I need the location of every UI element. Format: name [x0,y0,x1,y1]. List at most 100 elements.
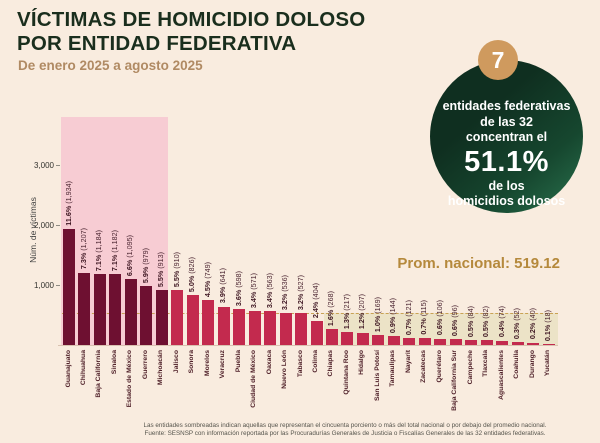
bar-jalisco [171,290,184,345]
bar-value-label: 2.4% (404) [311,282,321,318]
bar-san-luis-potos- [372,334,385,345]
highlight-circle-text: entidades federativas de las 32 concentr… [430,99,583,210]
bar-value-label: 7.3% (1,207) [78,228,88,270]
bar-value-label: 4.5% (749) [202,261,212,298]
x-axis-tick-label: Campeche [466,350,474,385]
highlight-line-2: de las 32 [480,114,533,129]
x-axis-tick-label: Aguascalientes [497,350,505,400]
bar-value-label: 0.4% (74) [496,306,506,338]
bar-michoac-n [155,290,168,345]
bar-value-label: 1.0% (169) [372,296,382,332]
x-axis-tick-label: Nuevo León [281,350,289,389]
bar-quintana-roo [341,331,354,345]
x-axis-tick-label: Baja California Sur [451,350,459,411]
page-title: VÍCTIMAS DE HOMICIDIO DOLOSO POR ENTIDAD … [17,8,365,55]
bar-value-label: 5.9% (979) [140,248,150,284]
highlight-line-5: homicidios dolosos [447,194,566,208]
bar-value-label: 5.0% (826) [187,257,197,293]
x-axis-tick-label: Yucatán [544,350,552,377]
page-title-line1: VÍCTIMAS DE HOMICIDIO DOLOSO [17,8,366,31]
bar-ciudad-de-m-xico [248,310,261,345]
highlight-line-1: entidades federativas [442,99,571,113]
bar-value-label: 3.4% (563) [264,273,274,309]
x-axis-tick-label: Chiapas [327,350,335,377]
bar-oaxaca [264,311,277,345]
bar-value-label: 0.7% (121) [403,299,413,335]
bar-puebla [233,309,246,345]
bar-hidalgo [356,332,369,345]
y-axis-tick-label: 2,000 [33,220,54,230]
x-axis-tick-label: Querétaro [435,350,443,383]
x-axis-line [58,345,558,346]
highlight-circle: entidades federativas de las 32 concentr… [430,60,583,213]
bar-tamaulipas [387,336,400,345]
x-axis-tick-label: Morelos [203,350,211,377]
bar-value-label: 0.9% (144) [388,298,398,334]
y-axis-tick-mark [56,165,60,166]
x-axis-tick-label: San Luis Potosí [373,350,381,401]
x-axis-tick-label: Veracruz [219,350,227,379]
bar-value-label: 0.6% (96) [450,305,460,337]
bar-durango [527,342,540,345]
bar-value-label: 0.3% (52) [512,307,522,339]
x-axis-tick-label: Quintana Roo [342,350,350,395]
bar-morelos [202,300,215,345]
bar-value-label: 3.2% (527) [295,275,305,311]
x-axis-tick-label: Baja California [95,350,103,398]
footnote-shading: Las entidades sombreadas indican aquella… [143,422,547,429]
bar-yucat-n [542,343,555,345]
x-axis-tick-label: Coahuila [513,350,521,379]
highlight-percentage-value: 51.1% [464,145,549,178]
bar-tabasco [295,313,308,345]
y-axis-tick-mark [56,285,60,286]
bar-sinaloa [109,274,122,345]
bar-value-label: 1.2% (207) [357,294,367,330]
bar-value-label: 5.5% (913) [156,252,166,288]
bar-value-label: 0.5% (82) [481,305,491,338]
bar-colima [310,320,323,345]
y-axis-label: Núm. de víctimas [28,197,38,263]
x-axis-tick-label: Ciudad de México [250,350,258,408]
x-axis-tick-label: Sonora [188,350,196,374]
x-axis-tick-label: Puebla [234,350,242,373]
count-badge: 7 [478,40,518,80]
bar-zacatecas [418,338,431,345]
x-axis-tick-label: Nayarit [404,350,412,374]
bar-value-label: 3.6% (598) [233,270,243,307]
x-axis-tick-label: Michoacán [157,350,165,386]
x-axis-tick-label: Tabasco [296,350,304,378]
y-axis-tick-label: 1,000 [33,280,54,290]
bar-aguascalientes [496,340,509,345]
bar-value-label: 3.9% (641) [218,268,228,304]
bar-chihuahua [78,272,91,345]
bar-tlaxcala [480,340,493,345]
x-axis-tick-label: Durango [528,350,536,378]
bar-guanajuato [63,228,75,345]
x-axis-tick-label: Guerrero [141,350,149,380]
bar-baja-california-sur [449,339,462,345]
bar-veracruz [217,306,230,345]
bar-value-label: 0.2% (40) [527,308,537,340]
bar-baja-california [93,273,106,345]
bar-quer-taro [434,338,447,345]
footer: Las entidades sombreadas indican aquella… [90,422,600,437]
x-axis-tick-label: Chihuahua [79,350,87,386]
x-axis-tick-label: Zacatecas [420,350,428,383]
bar-value-label: 0.5% (84) [465,305,475,337]
x-axis-tick-label: Oaxaca [265,350,273,375]
bar-value-label: 11.6% (1,934) [63,181,73,226]
bar-value-label: 1.3% (217) [341,293,351,329]
x-axis-tick-label: Guanajuato [64,350,72,388]
national-average-dashed-line [62,313,558,314]
bar-value-label: 0.7% (115) [419,300,429,336]
bar-nayarit [403,337,416,345]
bar-guerrero [140,286,153,345]
y-axis-tick-mark [56,225,60,226]
bar-nuevo-le-n [279,312,292,345]
y-axis-tick-label: 3,000 [33,160,54,170]
x-axis-tick-label: Sinaloa [110,350,118,375]
highlight-line-3: concentran el [465,130,548,144]
bar-campeche [465,339,478,345]
x-axis-tick-label: Jalisco [172,350,180,374]
